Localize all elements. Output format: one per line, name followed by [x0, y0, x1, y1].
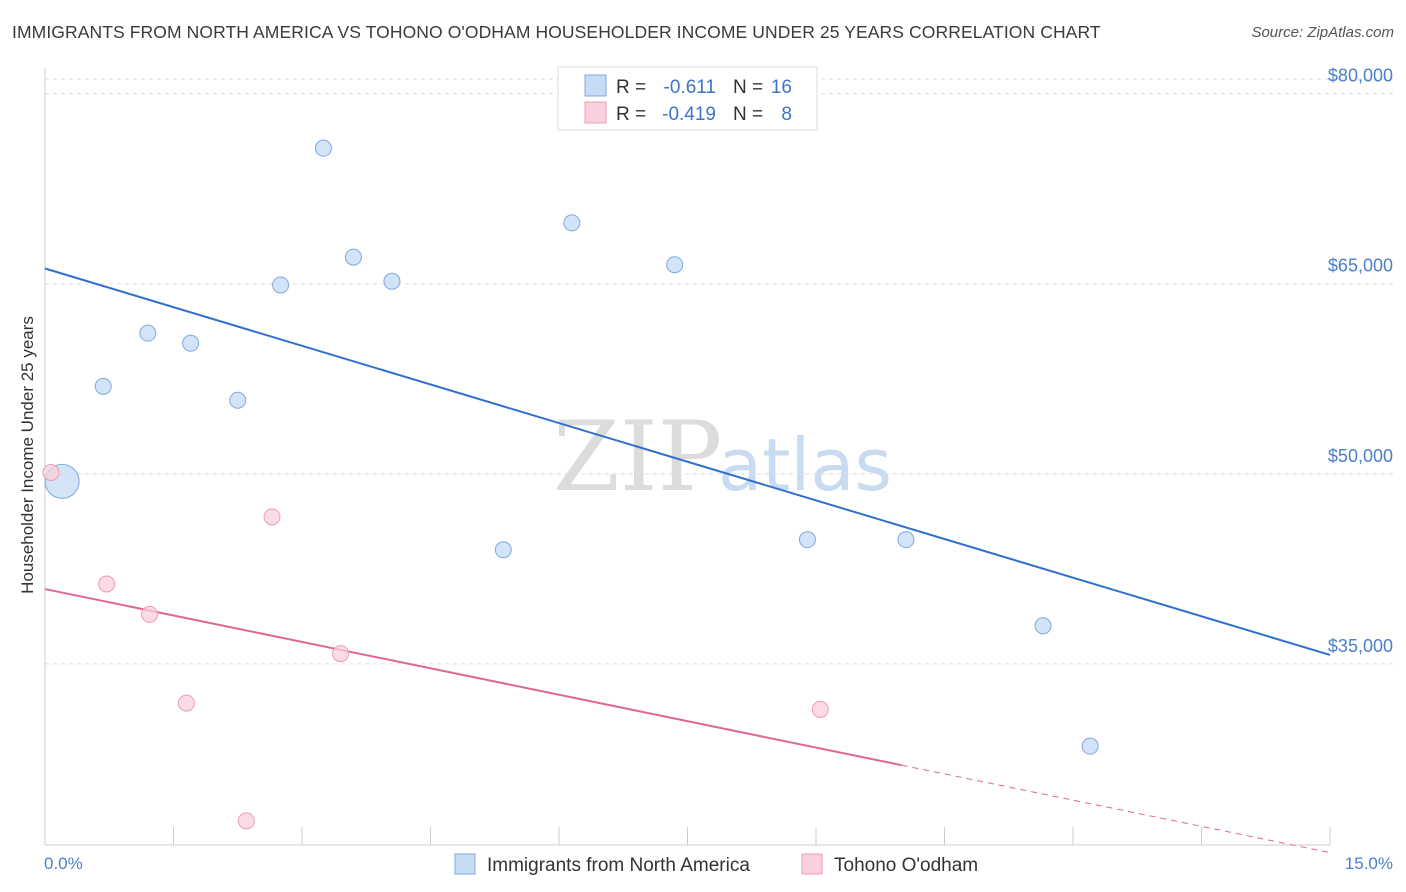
watermark-zip: ZIP — [553, 401, 722, 513]
trend-line-blue — [44, 267, 1331, 656]
y-tick-label: $50,000 — [1328, 446, 1393, 466]
trend-line-pink-extension — [901, 764, 1331, 854]
bottom-legend-label-pink: Tohono O'odham — [834, 855, 978, 876]
legend-r-label: R = — [616, 77, 646, 98]
legend-r-label: R = — [616, 104, 646, 125]
legend-n-label: N = — [733, 104, 763, 125]
source-credit: Source: ZipAtlas.com — [1251, 24, 1394, 41]
y-tick-label: $65,000 — [1328, 256, 1393, 276]
y-tick-label: $35,000 — [1328, 636, 1393, 656]
point-immigrants-north-america — [314, 139, 332, 157]
point-tohono-oodham — [98, 575, 116, 593]
watermark-atlas: atlas — [718, 423, 892, 507]
bottom-legend: Immigrants from North America Tohono O'o… — [454, 853, 978, 876]
y-tick-label: $80,000 — [1328, 66, 1393, 86]
point-immigrants-north-america — [344, 248, 362, 266]
y-axis-label: Householder Income Under 25 years — [18, 316, 37, 594]
point-immigrants-north-america — [494, 541, 512, 559]
trend-lines — [44, 267, 1331, 854]
point-tohono-oodham — [141, 605, 159, 623]
point-immigrants-north-america — [229, 391, 247, 409]
grid-lines — [45, 78, 1393, 665]
bottom-legend-swatch-pink — [801, 853, 823, 875]
point-immigrants-north-america — [139, 324, 157, 342]
point-immigrants-north-america — [1034, 617, 1052, 635]
point-immigrants-north-america — [563, 214, 581, 232]
legend-n-value: 8 — [781, 104, 792, 125]
point-immigrants-north-america — [798, 531, 816, 549]
point-tohono-oodham — [263, 508, 281, 526]
chart-title: IMMIGRANTS FROM NORTH AMERICA VS TOHONO … — [12, 22, 1101, 42]
point-tohono-oodham — [237, 812, 255, 830]
legend-n-value: 16 — [771, 77, 792, 98]
y-tick-labels: $35,000 $50,000 $65,000 $80,000 — [1328, 66, 1393, 656]
bottom-legend-swatch-blue — [454, 853, 476, 875]
point-immigrants-north-america — [94, 377, 112, 395]
legend-swatch-pink — [584, 101, 607, 124]
trend-line-pink — [44, 588, 902, 767]
point-tohono-oodham — [177, 694, 195, 712]
x-tick-labels: 0.0% 15.0% — [44, 854, 1393, 873]
point-immigrants-north-america — [897, 531, 915, 549]
point-immigrants-north-america — [1081, 737, 1099, 755]
x-tick-label-min: 0.0% — [44, 854, 83, 873]
legend-r-value: -0.611 — [664, 77, 716, 98]
x-tick-label-max: 15.0% — [1345, 854, 1393, 873]
legend: R = -0.611 N = 16 R = -0.419 N = 8 — [557, 66, 818, 131]
bottom-legend-label-blue: Immigrants from North America — [487, 855, 750, 876]
point-immigrants-north-america — [666, 256, 684, 274]
point-tohono-oodham — [811, 700, 829, 718]
legend-r-value: -0.419 — [662, 104, 716, 125]
axes — [44, 68, 1331, 846]
data-points — [42, 139, 1099, 830]
legend-n-label: N = — [733, 77, 763, 98]
point-immigrants-north-america — [272, 276, 290, 294]
point-immigrants-north-america — [383, 272, 401, 290]
point-tohono-oodham — [332, 645, 350, 663]
legend-swatch-blue — [584, 74, 607, 97]
point-tohono-oodham — [42, 464, 60, 482]
point-immigrants-north-america — [182, 334, 200, 352]
